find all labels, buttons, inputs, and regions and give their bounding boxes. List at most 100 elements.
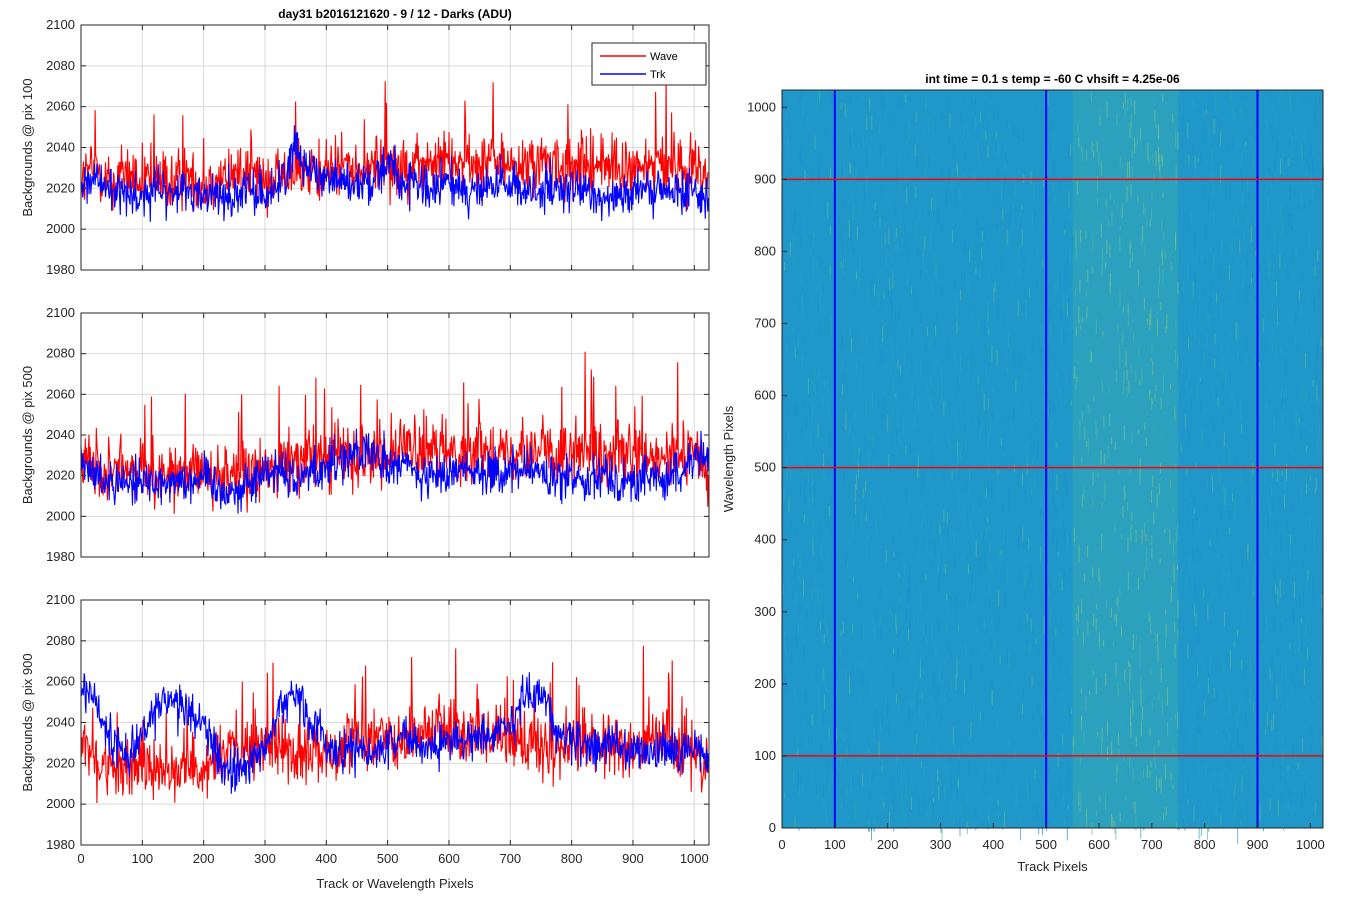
heatmap-speckle [860,356,862,363]
heatmap-speckle [819,154,821,171]
heatmap-speckle [784,792,786,798]
heatmap-speckle [1196,546,1198,554]
heatmap-speckle [1081,317,1083,323]
heatmap-speckle [1228,760,1230,773]
heatmap-speckle [948,433,950,443]
heatmap-speckle [1087,703,1089,717]
heatmap-speckle [1184,784,1186,794]
heatmap-speckle [992,411,994,420]
heatmap-speckle [947,529,948,544]
heatmap-speckle [1301,639,1303,650]
heatmap-speckle [899,236,901,249]
heatmap-speckle [981,530,983,540]
heatmap-speckle [911,327,913,335]
heatmap-speckle [1008,738,1010,749]
heatmap-speckle [1151,701,1153,711]
heatmap-speckle [920,357,922,375]
heatmap-speckle [1150,629,1152,635]
heatmap-speckle [1031,486,1033,497]
heatmap-speckle [1279,253,1281,269]
heatmap-speckle [982,118,984,127]
heatmap-speckle [962,402,964,414]
heatmap-speckle [1132,699,1134,715]
heatmap-speckle [1237,558,1239,565]
heatmap-speckle [959,188,961,201]
heatmap-speckle [897,409,899,427]
heatmap-speckle [794,347,796,358]
heatmap-speckle [1300,618,1302,624]
heatmap-speckle [1197,306,1198,318]
heatmap-speckle [919,268,921,278]
heatmap-speckle [842,165,843,172]
heatmap-speckle [804,170,806,182]
heatmap-speckle [1133,539,1135,556]
heatmap-speckle [783,526,785,539]
heatmap-speckle [1159,164,1161,182]
heatmap-speckle [1210,296,1212,302]
heatmap-speckle [1296,95,1298,105]
heatmap-speckle [818,703,820,722]
heatmap-speckle [1126,571,1128,585]
heatmap-speckle [980,248,982,260]
heatmap-speckle [1291,214,1293,231]
heatmap-speckle [1131,252,1133,261]
y-tick-label: 2020 [46,468,75,483]
heatmap-speckle [1224,488,1226,505]
heatmap-speckle [1295,120,1297,133]
heatmap-speckle [1104,483,1106,502]
heatmap-speckle [974,99,976,116]
heatmap-speckle [1264,622,1266,628]
heatmap-speckle [1053,640,1055,655]
heatmap-speckle [980,393,982,407]
heatmap-speckle [1291,683,1293,696]
heatmap-speckle [1201,428,1203,440]
heatmap-speckle [1172,784,1174,789]
heatmap-speckle [813,380,815,389]
heatmap-speckle [868,739,870,748]
heatmap-speckle [829,92,831,101]
heatmap-speckle [905,94,907,103]
heatmap-speckle [1166,425,1168,443]
heatmap-speckle [989,419,991,437]
heatmap-speckle [871,536,873,543]
heatmap-speckle [853,514,855,520]
heatmap-speckle [1031,402,1033,415]
heatmap-speckle [1285,477,1287,487]
heatmap-speckle [1259,362,1260,368]
heatmap-speckle [1119,238,1121,252]
heatmap-speckle [1159,558,1161,564]
y-tick-label: 2080 [46,58,75,73]
heatmap-speckle [998,192,1000,210]
heatmap-speckle [1081,456,1083,463]
heatmap-speckle [1096,810,1098,817]
heatmap-speckle [997,800,999,806]
heatmap-speckle [1098,151,1100,167]
heatmap-speckle [1098,204,1100,209]
heatmap-speckle [804,400,806,407]
heatmap-speckle [823,784,825,797]
heatmap-speckle [934,541,936,556]
heatmap-speckle [995,620,996,634]
heatmap-speckle [884,234,886,245]
y-tick-label: 900 [754,171,776,186]
heatmap-speckle [891,300,893,316]
heatmap-speckle [1056,474,1058,491]
heatmap-speckle [1073,456,1075,467]
heatmap-speckle [1153,700,1154,718]
heatmap-speckle [958,746,960,763]
heatmap-speckle [1126,764,1128,777]
heatmap-speckle [937,683,939,697]
heatmap-speckle [869,788,871,801]
heatmap-speckle [1229,241,1231,255]
heatmap-speckle [803,114,805,127]
heatmap-speckle [1160,302,1162,311]
heatmap-speckle [910,287,912,295]
heatmap-speckle [996,181,998,188]
heatmap-speckle [1134,100,1136,115]
heatmap-speckle [1175,130,1177,147]
heatmap-speckle [807,378,809,394]
heatmap-speckle [930,388,932,396]
heatmap-speckle [930,519,932,529]
heatmap-speckle [792,585,794,598]
heatmap-speckle [988,271,990,285]
